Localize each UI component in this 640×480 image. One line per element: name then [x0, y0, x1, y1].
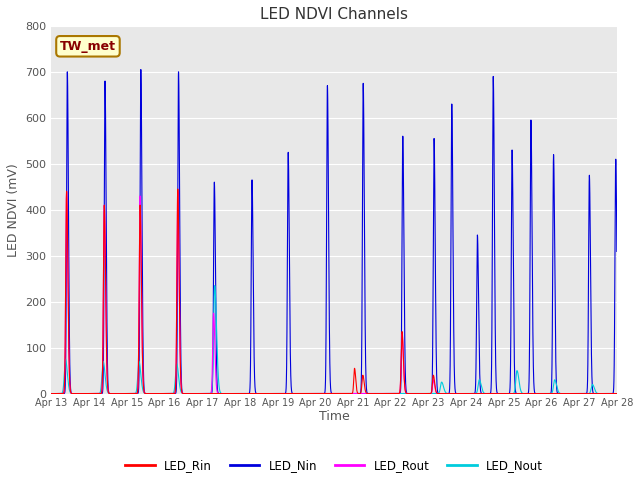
X-axis label: Time: Time — [319, 410, 349, 423]
Legend: LED_Rin, LED_Nin, LED_Rout, LED_Nout: LED_Rin, LED_Nin, LED_Rout, LED_Nout — [120, 455, 548, 477]
Title: LED NDVI Channels: LED NDVI Channels — [260, 7, 408, 22]
Text: TW_met: TW_met — [60, 40, 116, 53]
Y-axis label: LED NDVI (mV): LED NDVI (mV) — [7, 163, 20, 257]
